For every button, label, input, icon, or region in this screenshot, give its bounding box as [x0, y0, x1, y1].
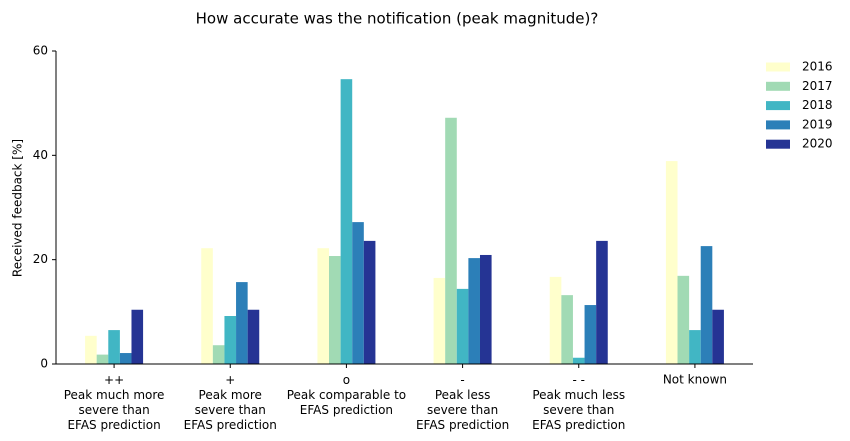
y-tick-label: 60	[33, 44, 48, 58]
bar	[224, 316, 237, 364]
bar	[96, 354, 109, 364]
bar	[712, 309, 724, 364]
bar	[363, 240, 376, 364]
bar	[468, 258, 480, 364]
x-tick-label: + Peak more severe than EFAS prediction	[184, 373, 277, 432]
bar	[549, 276, 562, 364]
chart-title: How accurate was the notification (peak …	[196, 10, 599, 28]
x-tick-label: ++ Peak much more severe than EFAS predicti…	[64, 373, 165, 432]
bar	[479, 254, 492, 364]
bar	[445, 117, 457, 364]
bar	[131, 309, 144, 364]
bar	[596, 240, 608, 364]
bar	[561, 295, 573, 364]
x-tick-label: Not known	[663, 373, 727, 387]
y-tick-label: 0	[40, 357, 48, 371]
bar	[201, 248, 213, 364]
bar	[433, 277, 446, 364]
bar	[572, 357, 585, 364]
legend-swatch	[766, 62, 790, 72]
bar	[584, 305, 597, 364]
bar	[85, 335, 97, 364]
legend-label: 2017	[802, 79, 833, 93]
legend-label: 2019	[802, 117, 833, 131]
legend-label: 2020	[802, 137, 833, 151]
bar	[665, 161, 678, 364]
legend-label: 2018	[802, 98, 833, 112]
x-tick-label: -Peak less severe than EFAS prediction	[416, 373, 509, 432]
bar	[119, 353, 132, 364]
bar	[340, 79, 353, 365]
bar	[212, 345, 225, 364]
bar	[700, 246, 713, 364]
y-tick-label: 20	[33, 252, 48, 266]
bar	[456, 288, 469, 364]
bar	[689, 330, 701, 364]
x-tick-label: - -Peak much less severe than EFAS predict…	[532, 373, 625, 432]
bar	[236, 282, 248, 364]
legend-swatch	[766, 81, 790, 91]
bar	[329, 256, 341, 364]
legend-swatch	[766, 120, 790, 130]
y-tick-label: 40	[33, 148, 48, 162]
bar	[677, 275, 690, 364]
bar	[247, 309, 260, 364]
bar	[352, 222, 364, 364]
legend-label: 2016	[802, 60, 833, 74]
x-tick-label: o Peak comparable to EFAS prediction	[287, 373, 406, 417]
y-axis-label: Received feedback [%]	[11, 139, 25, 277]
bar	[317, 248, 330, 364]
legend-swatch	[766, 101, 790, 111]
bar	[108, 330, 120, 364]
legend-swatch	[766, 139, 790, 149]
